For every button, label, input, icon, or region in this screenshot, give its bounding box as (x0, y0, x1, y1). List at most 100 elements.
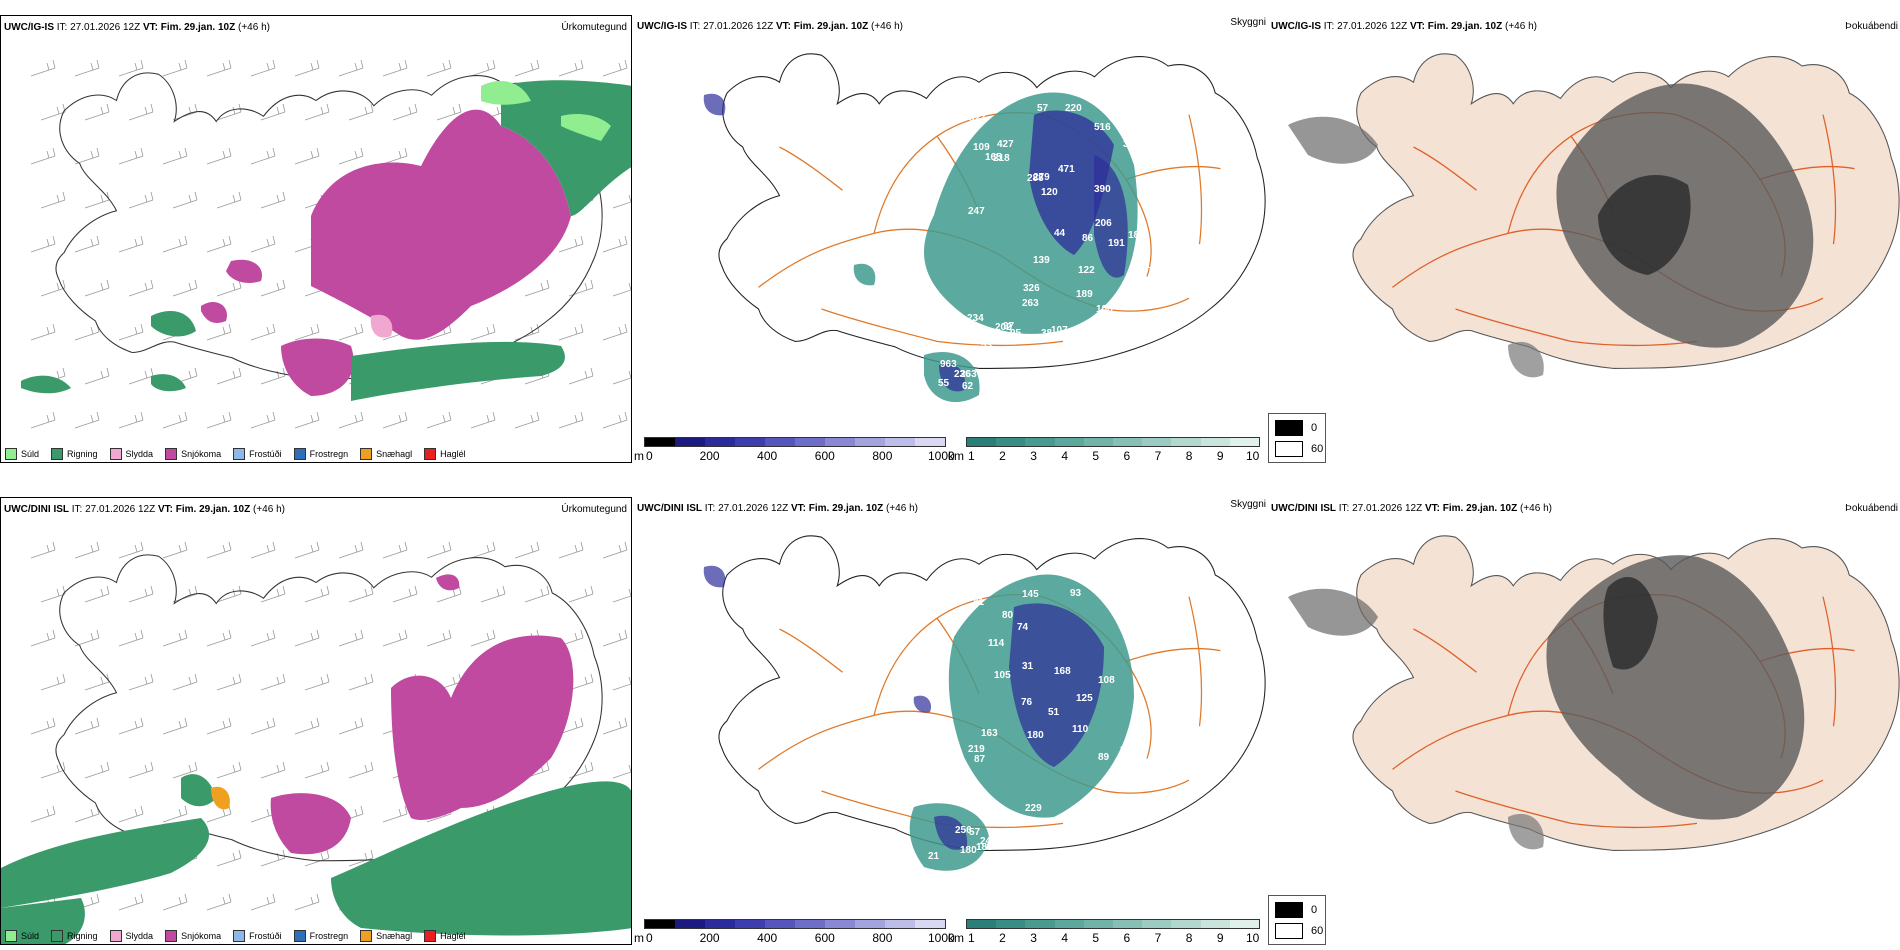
colorbar-tick: 600 (814, 931, 835, 945)
ceiling-colorbar: m 0 200 400 600 800 1000 (634, 919, 955, 945)
ceiling-label: 168 (1054, 666, 1071, 677)
wind-barb (558, 411, 584, 429)
wind-barb (260, 367, 286, 385)
ceiling-label: 93 (1070, 588, 1082, 599)
legend-swatch (293, 930, 306, 942)
wind-barb (216, 761, 242, 779)
ceiling-label: 38 (1041, 328, 1053, 339)
legend-label: Frostúði (249, 931, 282, 941)
ceiling-label: 180 (960, 845, 977, 856)
ceiling-label: 219 (968, 744, 985, 755)
legend-label: Snæhagl (376, 931, 413, 941)
colorbar-tick: 3 (1030, 931, 1037, 945)
ceiling-label: 145 (1022, 589, 1039, 600)
colorbar-swatch (1025, 920, 1055, 928)
legend-item: Snjókoma (165, 930, 221, 942)
wind-barb (304, 103, 330, 121)
ceiling-label: 87 (974, 754, 986, 765)
wind-barb (436, 103, 462, 121)
fog-legend-dini: 0 60 (1268, 895, 1326, 945)
colorbar-swatch (1054, 438, 1084, 446)
wind-barb (436, 585, 462, 603)
colorbar-swatch (825, 920, 855, 928)
wind-barb (260, 279, 286, 297)
colorbar-swatch (795, 920, 825, 928)
colorbar-swatch (885, 438, 915, 446)
colorbar-tick: 400 (757, 449, 778, 463)
wind-barb (30, 411, 56, 429)
wind-barb (470, 541, 496, 559)
wind-barb (304, 849, 330, 867)
colorbar-tick: 5 (1092, 449, 1100, 463)
colorbar-tick: 3 (1030, 449, 1037, 463)
legend-label: Súld (21, 931, 40, 941)
wind-barb (294, 59, 320, 77)
wind-barb (172, 279, 198, 297)
legend-label: Rigning (67, 449, 98, 459)
colorbar-tick: 0 (645, 931, 653, 945)
wind-barb (118, 805, 144, 823)
wind-barb (162, 147, 188, 165)
ceiling-label: 206 (1095, 218, 1112, 229)
ceiling-label: 57 (1037, 103, 1049, 114)
legend-label: Frostúði (249, 449, 282, 459)
wind-barb (348, 849, 374, 867)
colorbar-tick: 7 (1154, 931, 1162, 945)
wind-barb (612, 588, 631, 603)
wind-barb (30, 805, 56, 823)
wind-barb (338, 323, 364, 341)
wind-barb (294, 147, 320, 165)
cloud-panel-ig: UWC/IG-IS IT: 27.01.2026 12Z VT: Fim. 29… (634, 15, 1266, 463)
wind-barb (480, 585, 506, 603)
ceiling-label: 471 (1058, 164, 1075, 175)
wind-barb (74, 323, 100, 341)
ceiling-label: 180 (1027, 730, 1044, 741)
road (1188, 114, 1203, 245)
wind-barb (250, 323, 276, 341)
wind-barb (426, 541, 452, 559)
wind-barb (470, 59, 496, 77)
wind-barb (260, 585, 286, 603)
wind-barb (118, 59, 144, 77)
ceiling-label: 120 (1041, 187, 1058, 198)
legend-label: Slydda (125, 931, 154, 941)
wind-barb (216, 191, 242, 209)
ceiling-labels: 97 139 95 120 107 390 122 234 108 218 263 189 288 516… (938, 103, 1151, 392)
legend-item: Frostúði (233, 930, 282, 942)
legend-label: Rigning (67, 931, 98, 941)
legend-label: Frostregn (309, 931, 349, 941)
panel-header: UWC/IG-IS IT: 27.01.2026 12Z VT: Fim. 29… (637, 21, 903, 32)
panel-title: Þokuábendi (1845, 503, 1898, 514)
legend-swatch (165, 448, 178, 460)
colorbar-swatch (645, 438, 675, 446)
wind-barb (162, 717, 188, 735)
wind-barb (338, 541, 364, 559)
wind-barb (40, 279, 66, 297)
wind-barb (338, 717, 364, 735)
wind-barb (250, 147, 276, 165)
legend-item: Súld (5, 448, 39, 460)
legend-item: Frostregn (293, 930, 349, 942)
colorbar-swatch (915, 920, 945, 928)
wind-barb (128, 103, 154, 121)
wind-barb (206, 147, 232, 165)
ceiling-label: 326 (1023, 283, 1040, 294)
legend-swatch (424, 448, 437, 460)
ceiling-area (1029, 110, 1114, 255)
wind-barb (74, 411, 100, 429)
wind-barb (250, 629, 276, 647)
wind-barb (382, 59, 408, 77)
legend-item: Frostregn (293, 448, 348, 460)
legend-item: Slydda (109, 930, 154, 942)
wind-barb (216, 673, 242, 691)
ceiling-labels: 87 110 76 74 51 202 108 31 93 89 168 80 125 229 300 170… (928, 579, 1149, 862)
wind-barb (118, 541, 144, 559)
panel-title: Skyggni (1230, 499, 1266, 510)
colorbar-tick: 9 (1216, 931, 1224, 945)
wind-barb (294, 411, 320, 429)
wind-barb (172, 191, 198, 209)
road (779, 628, 843, 673)
colorbar-tick: 2 (999, 449, 1006, 463)
legend-label: Haglél (440, 931, 466, 941)
wind-barb (426, 629, 452, 647)
